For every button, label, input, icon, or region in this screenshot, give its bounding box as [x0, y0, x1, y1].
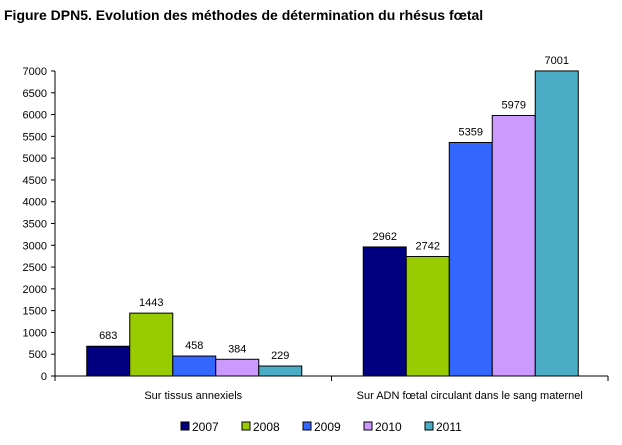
- bar-2011-1: [258, 365, 303, 377]
- bar-2009-2: [448, 142, 493, 377]
- y-tick-label: 3500: [23, 219, 47, 231]
- x-category-label: Sur tissus annexiels: [144, 390, 242, 402]
- data-label: 384: [228, 343, 246, 355]
- y-tick-label: 1500: [23, 306, 47, 318]
- bar-2007-1: [86, 345, 131, 377]
- chart-title: Figure DPN5. Evolution des méthodes de d…: [4, 7, 484, 23]
- y-tick-label: 1000: [23, 327, 47, 339]
- legend-label: 2007: [192, 420, 219, 434]
- data-label: 2742: [416, 241, 440, 253]
- bar-2007-2: [362, 246, 407, 377]
- legend-swatch-2009: [302, 421, 312, 431]
- legend-swatch-2007: [180, 421, 190, 431]
- legend-swatch-2011: [424, 421, 434, 431]
- y-tick-label: 6500: [23, 88, 47, 100]
- y-tick-label: 5500: [23, 131, 47, 143]
- bar-2009-1: [172, 355, 217, 377]
- y-tick-label: 7000: [23, 66, 47, 78]
- bar-2008-1: [129, 312, 174, 377]
- legend-swatch-2010: [363, 421, 373, 431]
- legend-label: 2010: [375, 420, 402, 434]
- y-tick-label: 0: [41, 371, 47, 383]
- legend-swatch-2008: [241, 421, 251, 431]
- data-label: 683: [99, 330, 117, 342]
- bar-2010-1: [215, 358, 260, 377]
- legend-label: 2009: [314, 420, 341, 434]
- data-label: 229: [271, 350, 289, 362]
- y-tick-label: 2500: [23, 262, 47, 274]
- x-category-label: Sur ADN fœtal circulant dans le sang mat…: [357, 390, 583, 402]
- bar-2010-2: [491, 114, 536, 377]
- y-tick-label: 2000: [23, 284, 47, 296]
- y-tick-label: 5000: [23, 153, 47, 165]
- data-label: 5359: [459, 127, 483, 139]
- data-label: 1443: [139, 297, 163, 309]
- y-tick-label: 3000: [23, 240, 47, 252]
- y-tick-label: 4500: [23, 175, 47, 187]
- data-label: 5979: [502, 99, 526, 111]
- legend-label: 2008: [253, 420, 280, 434]
- legend-label: 2011: [436, 420, 462, 434]
- data-label: 7001: [545, 55, 569, 67]
- bar-2008-2: [405, 256, 450, 377]
- data-label: 2962: [373, 231, 397, 243]
- data-label: 458: [185, 340, 203, 352]
- y-tick-label: 4000: [23, 197, 47, 209]
- y-tick-label: 500: [29, 349, 47, 361]
- y-tick-label: 6000: [23, 110, 47, 122]
- bar-2011-2: [534, 70, 579, 377]
